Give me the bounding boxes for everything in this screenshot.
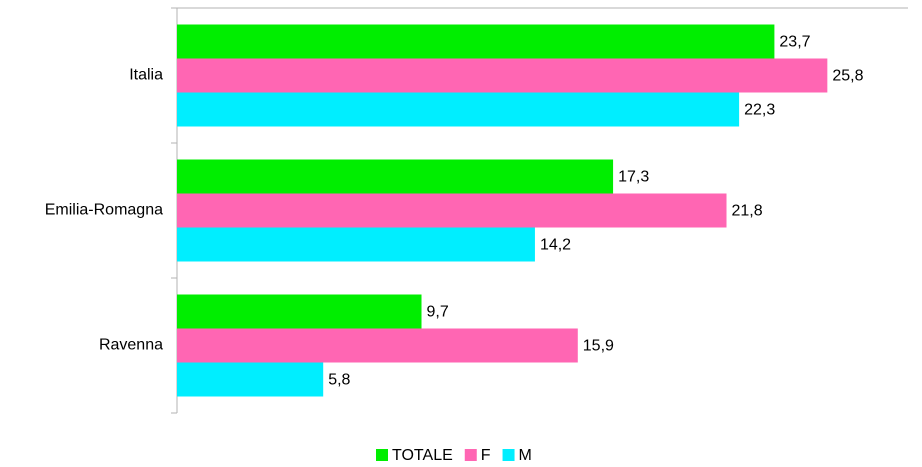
legend-label: TOTALE [392,447,453,464]
data-label: 25,8 [832,68,863,85]
data-label: 14,2 [540,237,571,254]
data-label: 17,3 [618,169,649,186]
data-label: 9,7 [427,304,449,321]
bar [177,24,775,59]
legend-label: F [481,447,491,464]
data-label: 23,7 [779,34,810,51]
legend-label: M [519,447,532,464]
bar [177,193,727,228]
bar [177,294,422,329]
bar [177,328,578,363]
bar [177,362,324,397]
bar [177,159,614,194]
data-label: 21,8 [732,203,763,220]
bar [177,227,535,262]
legend-swatch [376,449,388,461]
bar [177,58,828,93]
bar [177,92,740,127]
y-tick-label: Emilia-Romagna [45,202,163,219]
legend-swatch [502,449,515,461]
legend-swatch [464,449,477,461]
data-label: 22,3 [744,102,775,119]
data-label: 15,9 [583,338,614,355]
y-tick-label: Italia [129,67,163,84]
data-label: 5,8 [328,372,350,389]
y-tick-label: Ravenna [99,337,163,354]
